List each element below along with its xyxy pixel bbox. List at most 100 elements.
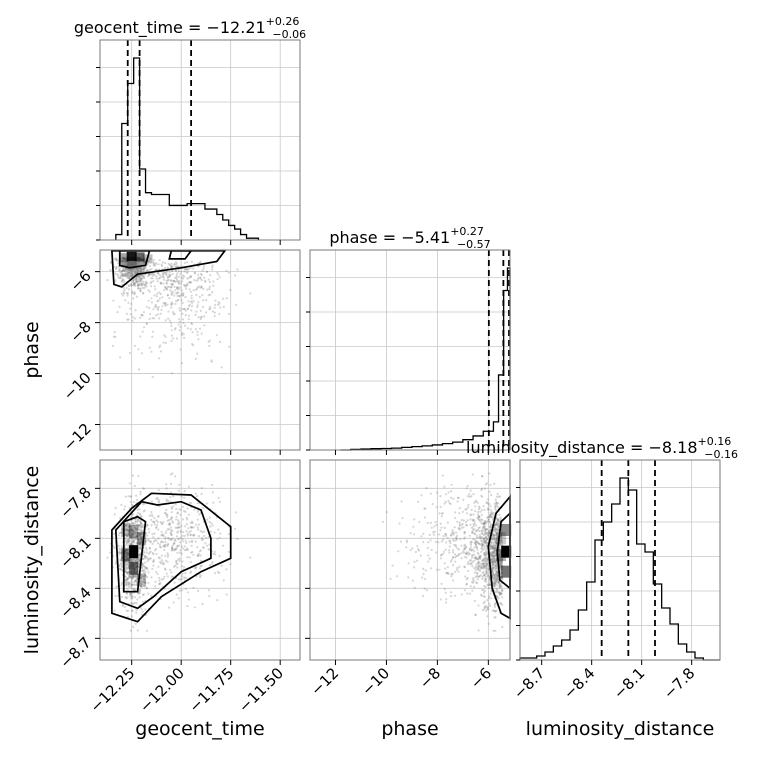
sample-point <box>490 494 493 497</box>
sample-point <box>148 557 151 560</box>
sample-point <box>150 267 153 270</box>
sample-point <box>484 483 487 486</box>
sample-point <box>132 261 135 264</box>
sample-point <box>454 556 457 559</box>
sample-point <box>139 262 142 265</box>
sample-point <box>439 557 443 560</box>
sample-point <box>129 264 132 267</box>
sample-point <box>145 587 149 590</box>
sample-point <box>480 487 483 490</box>
sample-point <box>176 265 179 268</box>
sample-point <box>120 292 123 295</box>
sample-point <box>473 585 476 589</box>
sample-point <box>471 565 474 568</box>
sample-point <box>142 292 145 295</box>
sample-point <box>174 327 177 330</box>
sample-point <box>156 300 159 303</box>
sample-point <box>472 548 475 551</box>
sample-point <box>465 508 468 511</box>
sample-point <box>211 562 214 566</box>
sample-point <box>468 534 471 537</box>
sample-point <box>130 261 133 264</box>
sample-point <box>206 502 209 505</box>
sample-point <box>456 496 459 499</box>
sample-point <box>173 285 176 288</box>
sample-point <box>157 537 160 540</box>
sample-point <box>405 539 409 542</box>
sample-point <box>153 532 156 535</box>
density-cell <box>129 545 139 559</box>
sample-point <box>177 298 180 301</box>
sample-point <box>178 508 181 511</box>
sample-point <box>133 270 136 273</box>
sample-point <box>136 295 139 298</box>
sample-point <box>197 316 200 319</box>
sample-point <box>473 538 476 541</box>
sample-point <box>481 609 484 612</box>
sample-point <box>119 276 122 280</box>
sample-point <box>179 282 182 285</box>
sample-point <box>205 299 208 302</box>
sample-point <box>123 262 126 265</box>
sample-point <box>487 622 490 625</box>
sample-point <box>211 560 214 564</box>
sample-point <box>190 297 193 300</box>
sample-point <box>158 297 161 300</box>
sample-point <box>483 600 486 603</box>
sample-point <box>440 526 443 529</box>
sample-point <box>183 336 186 339</box>
sample-point <box>427 560 430 563</box>
sample-point <box>491 536 494 540</box>
sample-point <box>196 306 199 309</box>
sample-point <box>170 546 174 549</box>
sample-point <box>124 537 127 540</box>
sample-point <box>190 260 193 263</box>
sample-point <box>166 560 169 563</box>
sample-point <box>190 309 193 312</box>
sample-point <box>180 545 184 548</box>
sample-point <box>391 564 394 567</box>
sample-point <box>196 352 199 355</box>
sample-point <box>152 521 156 524</box>
sample-point <box>433 530 436 533</box>
sample-point <box>128 538 131 541</box>
sample-point <box>216 303 220 306</box>
sample-point <box>473 553 476 556</box>
sample-point <box>135 602 138 605</box>
sample-point <box>130 263 133 266</box>
sample-point <box>482 522 485 525</box>
sample-point <box>455 534 459 537</box>
sample-point <box>182 292 185 295</box>
y-tick-label: −8.4 <box>56 583 94 621</box>
sample-point <box>193 279 196 282</box>
sample-point <box>407 576 410 579</box>
sample-point <box>480 518 483 521</box>
sample-point <box>130 261 133 264</box>
sample-point <box>478 506 481 510</box>
sample-point <box>467 569 470 573</box>
sample-point <box>121 595 124 599</box>
sample-point <box>176 566 179 569</box>
sample-point <box>487 584 490 587</box>
sample-point <box>118 267 121 271</box>
sample-point <box>227 533 230 536</box>
sample-point <box>121 272 124 275</box>
sample-point <box>445 541 448 544</box>
sample-point <box>147 273 150 276</box>
sample-point <box>160 530 163 533</box>
sample-point <box>128 264 132 267</box>
sample-point <box>488 490 491 493</box>
sample-point <box>115 258 118 261</box>
sample-point <box>172 601 175 604</box>
sample-point <box>150 524 153 527</box>
sample-point <box>133 596 136 599</box>
sample-point <box>142 283 145 286</box>
sample-point <box>148 268 151 271</box>
sample-point <box>489 526 492 529</box>
sample-point <box>161 305 164 308</box>
sample-point <box>124 261 127 264</box>
sample-point <box>208 308 211 311</box>
sample-point <box>164 301 167 304</box>
sample-point <box>132 279 136 282</box>
sample-point <box>119 276 122 279</box>
